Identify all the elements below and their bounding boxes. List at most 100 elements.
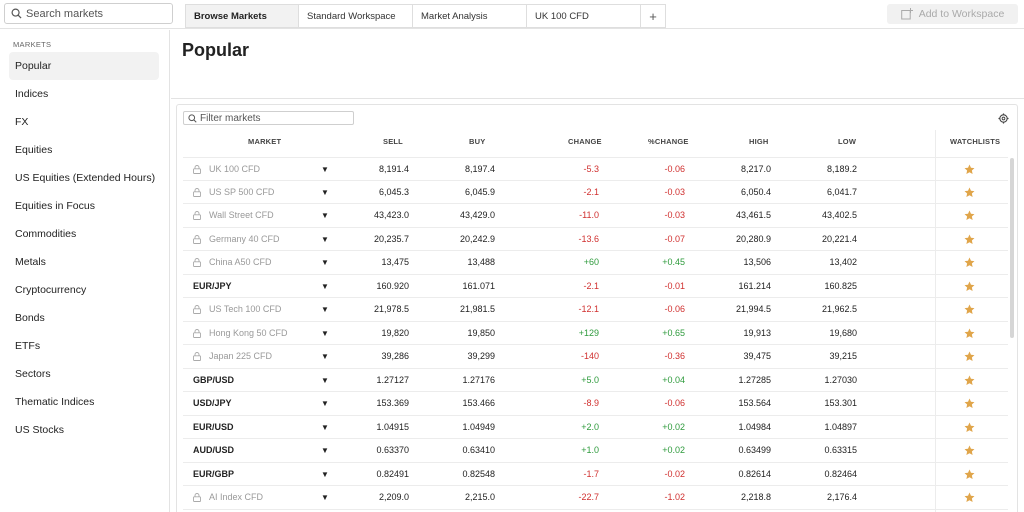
market-name-cell[interactable]: US SP 500 CFD bbox=[193, 181, 274, 204]
sell-price[interactable]: 0.63370 bbox=[376, 445, 409, 455]
watchlist-star-button[interactable] bbox=[964, 422, 975, 433]
sidebar-item-cryptocurrency[interactable]: Cryptocurrency bbox=[15, 284, 87, 296]
sidebar-item-equities-in-focus[interactable]: Equities in Focus bbox=[15, 200, 95, 212]
market-name-cell[interactable]: China A50 CFD bbox=[193, 251, 272, 274]
header-high[interactable]: HIGH bbox=[749, 137, 769, 146]
settings-icon[interactable] bbox=[998, 113, 1009, 124]
watchlist-star-button[interactable] bbox=[964, 304, 975, 315]
market-name[interactable]: Germany 40 CFD bbox=[209, 233, 280, 244]
sidebar-item-bonds[interactable]: Bonds bbox=[15, 312, 45, 324]
market-name[interactable]: EUR/GBP bbox=[193, 468, 235, 479]
buy-price[interactable]: 8,197.4 bbox=[464, 164, 495, 174]
table-row[interactable]: GBP/USD ▼ 1.27127 1.27176 +5.0 +0.04 1.27285 1.… bbox=[183, 369, 1008, 392]
expand-arrow-icon[interactable]: ▼ bbox=[321, 328, 329, 338]
buy-price[interactable]: 13,488 bbox=[467, 257, 495, 267]
market-name-cell[interactable]: UK 100 CFD bbox=[193, 158, 260, 181]
market-name[interactable]: AI Index CFD bbox=[209, 492, 264, 502]
market-name-cell[interactable]: EUR/GBP bbox=[193, 463, 234, 486]
watchlist-star-button[interactable] bbox=[964, 469, 975, 480]
buy-price[interactable]: 2,215.0 bbox=[464, 492, 495, 502]
market-name-cell[interactable]: AI Index CFD bbox=[193, 486, 263, 509]
table-row[interactable]: AUD/USD ▼ 0.63370 0.63410 +1.0 +0.02 0.63499 0.… bbox=[183, 439, 1008, 463]
sidebar-item-us-equities-extended-hours[interactable]: US Equities (Extended Hours) bbox=[15, 172, 156, 184]
buy-price[interactable]: 21,981.5 bbox=[459, 304, 495, 314]
expand-arrow-icon[interactable]: ▼ bbox=[321, 493, 329, 502]
buy-price[interactable]: 39,299 bbox=[467, 351, 495, 361]
filter-markets-input[interactable]: Filter markets bbox=[183, 111, 354, 125]
search-input[interactable]: Search markets bbox=[4, 3, 173, 24]
sell-price[interactable]: 160.920 bbox=[376, 280, 409, 291]
expand-arrow-icon[interactable]: ▼ bbox=[321, 305, 329, 314]
sell-price[interactable]: 20,235.7 bbox=[373, 233, 409, 244]
sidebar-item-equities[interactable]: Equities bbox=[15, 144, 53, 156]
market-name[interactable]: UK 100 CFD bbox=[209, 164, 261, 174]
watchlist-star-button[interactable] bbox=[964, 210, 975, 221]
expand-arrow-icon[interactable]: ▼ bbox=[321, 281, 329, 291]
expand-arrow-icon[interactable]: ▼ bbox=[321, 469, 329, 479]
table-row[interactable]: China A50 CFD ▼ 13,475 13,488 +60 +0.45 13,506… bbox=[183, 251, 1008, 275]
sidebar-item-etfs[interactable]: ETFs bbox=[15, 340, 41, 352]
sell-price[interactable]: 43,423.0 bbox=[373, 210, 409, 220]
market-name[interactable]: Hong Kong 50 CFD bbox=[209, 327, 288, 338]
buy-price[interactable]: 19,850 bbox=[467, 327, 495, 338]
market-name-cell[interactable]: Hong Kong 50 CFD bbox=[193, 322, 288, 345]
sell-price[interactable]: 19,820 bbox=[381, 327, 409, 338]
sell-price[interactable]: 153.369 bbox=[376, 398, 409, 408]
sell-price[interactable]: 6,045.3 bbox=[378, 186, 409, 197]
add-to-workspace-button[interactable]: Add to Workspace bbox=[887, 4, 1018, 24]
watchlist-star-button[interactable] bbox=[964, 492, 975, 503]
expand-arrow-icon[interactable]: ▼ bbox=[321, 375, 329, 385]
buy-price[interactable]: 153.466 bbox=[462, 398, 495, 408]
expand-arrow-icon[interactable]: ▼ bbox=[321, 399, 329, 408]
sidebar-item-commodities[interactable]: Commodities bbox=[15, 228, 77, 240]
tab-standard-workspace[interactable]: Standard Workspace bbox=[299, 4, 413, 28]
tab-market-analysis[interactable]: Market Analysis bbox=[413, 4, 527, 28]
market-name-cell[interactable]: USD/JPY bbox=[193, 392, 232, 415]
watchlist-star-button[interactable] bbox=[964, 234, 975, 245]
watchlist-star-button[interactable] bbox=[964, 398, 975, 409]
market-name-cell[interactable]: GBP/USD bbox=[193, 369, 234, 392]
sell-price[interactable]: 39,286 bbox=[381, 351, 409, 361]
scrollbar[interactable] bbox=[1010, 158, 1014, 338]
market-name[interactable]: EUR/JPY bbox=[193, 280, 232, 291]
market-name[interactable]: US SP 500 CFD bbox=[209, 186, 275, 197]
market-name-cell[interactable]: EUR/JPY bbox=[193, 275, 232, 298]
header-buy[interactable]: BUY bbox=[469, 137, 486, 146]
table-row[interactable]: US SP 500 CFD ▼ 6,045.3 6,045.9 -2.1 -0.03 6,0… bbox=[183, 181, 1008, 204]
header-sell[interactable]: SELL bbox=[383, 137, 403, 146]
add-tab-button[interactable]: + bbox=[641, 4, 666, 28]
header-market[interactable]: MARKET bbox=[248, 137, 282, 146]
market-name[interactable]: USD/JPY bbox=[193, 398, 232, 408]
buy-price[interactable]: 6,045.9 bbox=[464, 186, 495, 197]
sell-price[interactable]: 1.04915 bbox=[376, 421, 409, 432]
watchlist-star-button[interactable] bbox=[964, 328, 975, 339]
tab-uk-100-cfd[interactable]: UK 100 CFD bbox=[527, 4, 641, 28]
sidebar-item-metals[interactable]: Metals bbox=[15, 256, 46, 268]
buy-price[interactable]: 1.04949 bbox=[462, 421, 495, 432]
buy-price[interactable]: 43,429.0 bbox=[459, 210, 495, 220]
table-row[interactable]: EUR/USD ▼ 1.04915 1.04949 +2.0 +0.02 1.04984 1.… bbox=[183, 416, 1008, 439]
market-name[interactable]: EUR/USD bbox=[193, 421, 234, 432]
sell-price[interactable]: 8,191.4 bbox=[378, 164, 409, 174]
table-row[interactable]: Japan 225 CFD ▼ 39,286 39,299 -140 -0.36 39,47… bbox=[183, 345, 1008, 369]
tab-browse-markets[interactable]: Browse Markets bbox=[185, 4, 299, 28]
expand-arrow-icon[interactable]: ▼ bbox=[321, 234, 329, 244]
buy-price[interactable]: 1.27176 bbox=[462, 374, 495, 385]
watchlist-star-button[interactable] bbox=[964, 164, 975, 175]
sell-price[interactable]: 0.82491 bbox=[376, 468, 409, 479]
market-name-cell[interactable]: Japan 225 CFD bbox=[193, 345, 272, 368]
sidebar-item-indices[interactable]: Indices bbox=[15, 88, 49, 100]
table-row[interactable]: AI Index CFD ▼ 2,209.0 2,215.0 -22.7 -1.02 2,2… bbox=[183, 486, 1008, 510]
sidebar-item-thematic-indices[interactable]: Thematic Indices bbox=[15, 396, 95, 408]
buy-price[interactable]: 0.63410 bbox=[462, 445, 495, 455]
table-row[interactable]: Hong Kong 50 CFD ▼ 19,820 19,850 +129 +0.65 19… bbox=[183, 322, 1008, 345]
watchlist-star-button[interactable] bbox=[964, 187, 975, 198]
buy-price[interactable]: 0.82548 bbox=[462, 468, 495, 479]
market-name[interactable]: Wall Street CFD bbox=[209, 210, 274, 220]
expand-arrow-icon[interactable]: ▼ bbox=[321, 165, 329, 174]
market-name-cell[interactable]: US Tech 100 CFD bbox=[193, 298, 281, 321]
table-row[interactable]: EUR/GBP ▼ 0.82491 0.82548 -1.7 -0.02 0.82614 0.… bbox=[183, 463, 1008, 486]
buy-price[interactable]: 161.071 bbox=[462, 280, 495, 291]
table-row[interactable]: EUR/JPY ▼ 160.920 161.071 -2.1 -0.01 161.214 16… bbox=[183, 275, 1008, 298]
watchlist-star-button[interactable] bbox=[964, 351, 975, 362]
